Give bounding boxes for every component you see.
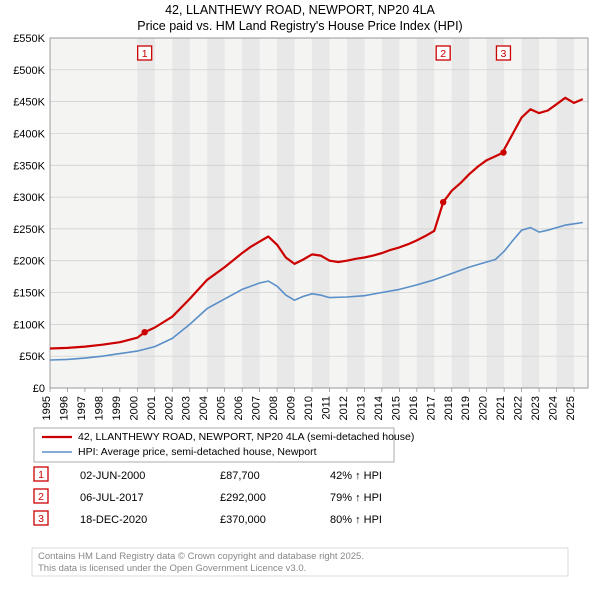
year-band bbox=[207, 38, 224, 388]
y-tick-label: £0 bbox=[33, 383, 45, 395]
row-price: £370,000 bbox=[220, 514, 266, 526]
x-tick-label: 1995 bbox=[41, 396, 53, 420]
price-chart: 42, LLANTHEWY ROAD, NEWPORT, NP20 4LA Pri… bbox=[0, 0, 600, 590]
row-marker-label-3: 3 bbox=[38, 513, 44, 525]
y-tick-label: £50K bbox=[19, 351, 45, 363]
y-tick-label: £250K bbox=[13, 224, 45, 236]
y-tick-label: £500K bbox=[13, 65, 45, 77]
year-band bbox=[417, 38, 434, 388]
x-tick-label: 2023 bbox=[530, 396, 542, 420]
x-tick-label: 2009 bbox=[286, 396, 298, 420]
row-pct: 42% ↑ HPI bbox=[330, 470, 382, 482]
y-tick-label: £100K bbox=[13, 319, 45, 331]
year-band bbox=[312, 38, 329, 388]
row-marker-label-2: 2 bbox=[38, 491, 44, 503]
chart-title-2: Price paid vs. HM Land Registry's House … bbox=[137, 19, 462, 33]
x-tick-label: 2017 bbox=[425, 396, 437, 420]
x-tick-label: 2006 bbox=[233, 396, 245, 420]
credits-line-2: This data is licensed under the Open Gov… bbox=[38, 563, 306, 574]
year-band bbox=[557, 38, 574, 388]
row-price: £87,700 bbox=[220, 470, 260, 482]
x-tick-label: 2008 bbox=[268, 396, 280, 420]
sale-marker-label-1: 1 bbox=[142, 48, 148, 60]
credits-line-1: Contains HM Land Registry data © Crown c… bbox=[38, 551, 364, 562]
x-tick-label: 2025 bbox=[565, 396, 577, 420]
sale-point-1 bbox=[141, 329, 147, 335]
x-tick-label: 2024 bbox=[548, 396, 560, 420]
x-tick-label: 2003 bbox=[181, 396, 193, 420]
x-tick-label: 1997 bbox=[76, 396, 88, 420]
x-tick-label: 2013 bbox=[355, 396, 367, 420]
x-tick-label: 1996 bbox=[58, 396, 70, 420]
y-tick-label: £300K bbox=[13, 192, 45, 204]
x-tick-label: 2014 bbox=[373, 396, 385, 420]
year-band bbox=[382, 38, 399, 388]
sale-marker-label-2: 2 bbox=[440, 48, 446, 60]
year-band bbox=[487, 38, 504, 388]
x-tick-label: 2019 bbox=[460, 396, 472, 420]
year-band bbox=[347, 38, 364, 388]
sale-point-3 bbox=[500, 149, 506, 155]
row-date: 06-JUL-2017 bbox=[80, 492, 144, 504]
y-tick-label: £200K bbox=[13, 256, 45, 268]
row-date: 02-JUN-2000 bbox=[80, 470, 145, 482]
x-tick-label: 2021 bbox=[495, 396, 507, 420]
row-date: 18-DEC-2020 bbox=[80, 514, 147, 526]
y-tick-label: £400K bbox=[13, 128, 45, 140]
row-marker-label-1: 1 bbox=[38, 469, 44, 481]
x-tick-label: 1998 bbox=[93, 396, 105, 420]
sale-point-2 bbox=[440, 199, 446, 205]
year-band bbox=[242, 38, 259, 388]
x-tick-label: 2004 bbox=[198, 396, 210, 420]
x-tick-label: 2011 bbox=[320, 396, 332, 420]
x-tick-label: 2018 bbox=[443, 396, 455, 420]
row-pct: 80% ↑ HPI bbox=[330, 514, 382, 526]
x-tick-label: 2002 bbox=[163, 396, 175, 420]
legend-label: 42, LLANTHEWY ROAD, NEWPORT, NP20 4LA (s… bbox=[78, 431, 414, 443]
y-tick-label: £450K bbox=[13, 97, 45, 109]
x-tick-label: 2010 bbox=[303, 396, 315, 420]
x-tick-label: 2012 bbox=[338, 396, 350, 420]
sale-marker-label-3: 3 bbox=[501, 48, 507, 60]
chart-title-1: 42, LLANTHEWY ROAD, NEWPORT, NP20 4LA bbox=[165, 3, 435, 17]
row-price: £292,000 bbox=[220, 492, 266, 504]
x-tick-label: 2016 bbox=[408, 396, 420, 420]
year-band bbox=[452, 38, 469, 388]
y-tick-label: £350K bbox=[13, 160, 45, 172]
y-tick-label: £150K bbox=[13, 288, 45, 300]
y-tick-label: £550K bbox=[13, 33, 45, 45]
x-tick-label: 2022 bbox=[513, 396, 525, 420]
x-tick-label: 2007 bbox=[251, 396, 263, 420]
x-tick-label: 2020 bbox=[478, 396, 490, 420]
x-tick-label: 2001 bbox=[146, 396, 158, 420]
x-tick-label: 2015 bbox=[390, 396, 402, 420]
year-band bbox=[522, 38, 539, 388]
legend-label: HPI: Average price, semi-detached house,… bbox=[78, 446, 317, 458]
row-pct: 79% ↑ HPI bbox=[330, 492, 382, 504]
x-tick-label: 1999 bbox=[111, 396, 123, 420]
x-tick-label: 2005 bbox=[216, 396, 228, 420]
x-tick-label: 2000 bbox=[128, 396, 140, 420]
year-band bbox=[277, 38, 294, 388]
